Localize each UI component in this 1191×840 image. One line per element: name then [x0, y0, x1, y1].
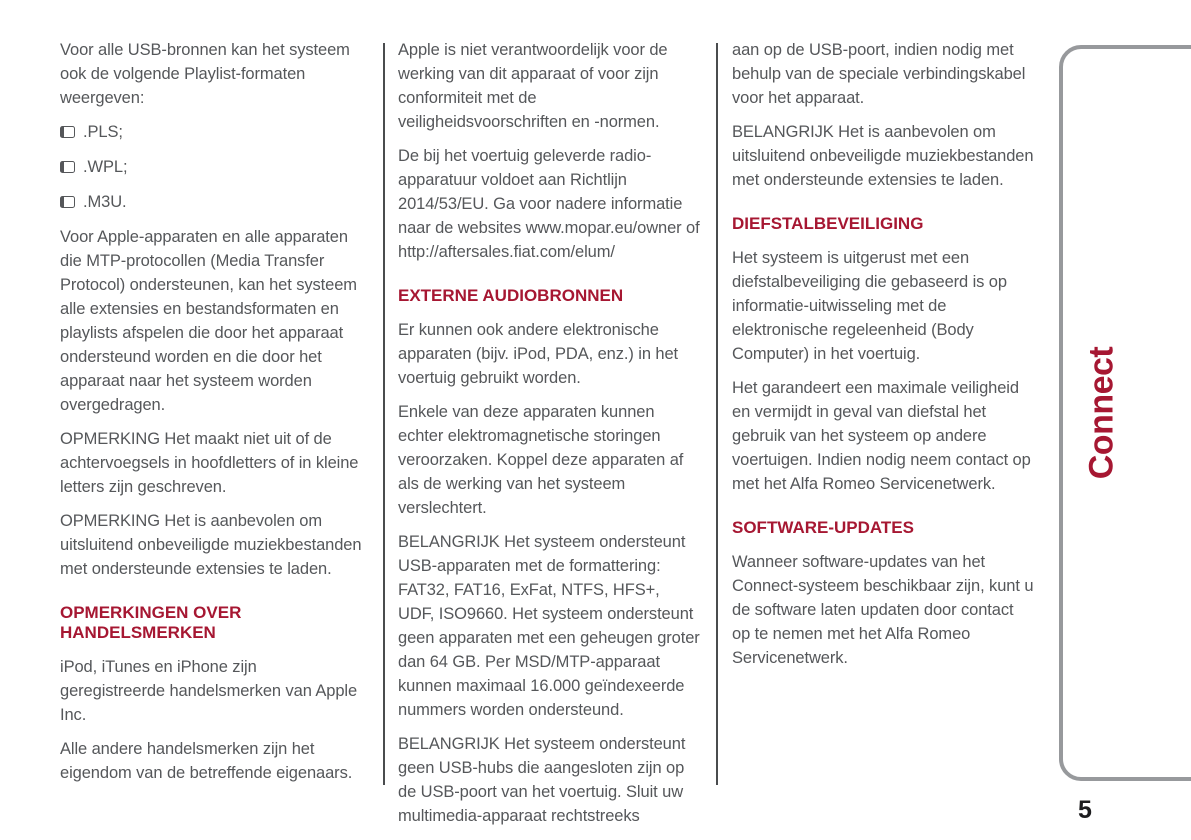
paragraph: BELANGRIJK Het systeem ondersteunt USB-a… [398, 533, 700, 719]
paragraph: OPMERKING Het is aanbevolen om uitsluite… [60, 512, 362, 578]
square-bullet-icon [60, 126, 75, 138]
text-column-1: Voor alle USB-bronnen kan het systeem oo… [60, 38, 362, 795]
section-heading: DIEFSTALBEVEILIGING [732, 214, 924, 233]
paragraph: Het systeem is uitgerust met een diefsta… [732, 249, 1007, 363]
list-item: .PLS; [60, 120, 362, 144]
square-bullet-icon [60, 196, 75, 208]
paragraph: Alle andere handelsmerken zijn het eigen… [60, 740, 353, 782]
section-heading: OPMERKINGEN OVER HANDELSMERKEN [60, 603, 242, 642]
paragraph: Voor alle USB-bronnen kan het systeem oo… [60, 41, 350, 107]
list-item: .WPL; [60, 155, 362, 179]
paragraph: Wanneer software-updates van het Connect… [732, 553, 1034, 667]
column-divider [383, 43, 385, 785]
section-heading: EXTERNE AUDIOBRONNEN [398, 286, 624, 305]
paragraph: BELANGRIJK Het systeem ondersteunt geen … [398, 735, 686, 825]
paragraph: iPod, iTunes en iPhone zijn geregistreer… [60, 658, 358, 724]
paragraph: BELANGRIJK Het is aanbevolen om uitsluit… [732, 123, 1034, 189]
list-item-label: .M3U. [83, 193, 127, 211]
chapter-tab-outline [1059, 45, 1191, 781]
text-column-2: Apple is niet verantwoordelijk voor de w… [398, 38, 700, 838]
list-item: .M3U. [60, 190, 362, 214]
paragraph: Er kunnen ook andere elektronische appar… [398, 321, 679, 387]
paragraph: OPMERKING Het maakt niet uit of de achte… [60, 430, 359, 496]
page-number: 5 [1078, 796, 1092, 824]
paragraph: Apple is niet verantwoordelijk voor de w… [398, 41, 668, 131]
section-heading: SOFTWARE-UPDATES [732, 518, 914, 537]
paragraph: De bij het voertuig geleverde radio-appa… [398, 147, 700, 261]
chapter-tab-label: Connect [1082, 346, 1121, 480]
list-item-label: .PLS; [83, 123, 123, 141]
paragraph: Voor Apple-apparaten en alle apparaten d… [60, 228, 357, 414]
paragraph: Enkele van deze apparaten kunnen echter … [398, 403, 684, 517]
list-item-label: .WPL; [83, 158, 128, 176]
square-bullet-icon [60, 161, 75, 173]
paragraph: aan op de USB-poort, indien nodig met be… [732, 41, 1026, 107]
text-column-3: aan op de USB-poort, indien nodig met be… [732, 38, 1034, 680]
column-divider [716, 43, 718, 785]
paragraph: Het garandeert een maximale veiligheid e… [732, 379, 1031, 493]
